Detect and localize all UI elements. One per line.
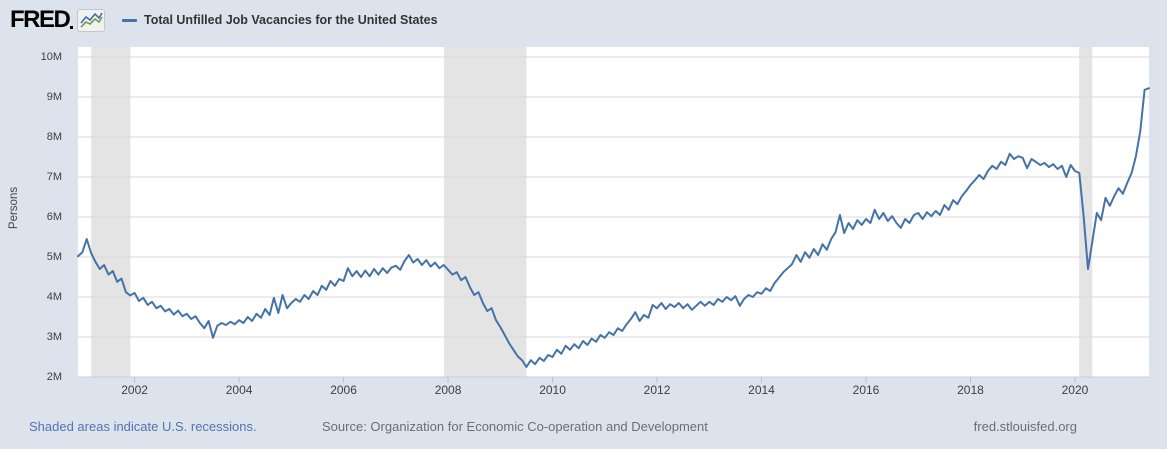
x-tick-label: 2004 bbox=[225, 383, 253, 397]
x-tick-label: 2012 bbox=[643, 383, 671, 397]
recession-band bbox=[1079, 47, 1093, 377]
legend-item[interactable]: Total Unfilled Job Vacancies for the Uni… bbox=[122, 13, 438, 27]
x-tick-label: 2010 bbox=[539, 383, 566, 397]
x-tick-label: 2014 bbox=[748, 383, 775, 397]
recession-note-link[interactable]: Shaded areas indicate U.S. recessions. bbox=[29, 419, 257, 434]
y-tick-label: 7M bbox=[46, 171, 62, 183]
chart-footer: Shaded areas indicate U.S. recessions. S… bbox=[0, 419, 1167, 439]
x-tick-label: 2020 bbox=[1061, 383, 1089, 397]
y-tick-label: 5M bbox=[46, 251, 62, 263]
y-tick-label: 10M bbox=[40, 51, 62, 63]
recession-band bbox=[443, 47, 527, 377]
x-axis-ticks bbox=[134, 377, 1076, 383]
site-text: fred.stlouisfed.org bbox=[973, 419, 1077, 434]
y-tick-label: 9M bbox=[46, 91, 62, 103]
fred-logo[interactable]: FRED bbox=[10, 6, 106, 34]
registered-mark-icon bbox=[70, 25, 74, 29]
data-line bbox=[77, 87, 1150, 368]
series-color-dash bbox=[122, 18, 137, 22]
source-text: Source: Organization for Economic Co-ope… bbox=[322, 419, 708, 434]
gridlines bbox=[78, 56, 1149, 338]
x-tick-label: 2016 bbox=[852, 383, 880, 397]
y-tick-label: 8M bbox=[46, 131, 62, 143]
chart-header: FRED Total Unfilled Job Vacancies for th… bbox=[0, 0, 1167, 45]
x-tick-label: 2002 bbox=[121, 383, 148, 397]
recession-band bbox=[91, 47, 131, 377]
y-tick-label: 2M bbox=[46, 371, 62, 383]
fred-logo-chart-icon bbox=[77, 8, 106, 32]
fred-logo-text: FRED bbox=[10, 6, 71, 33]
recession-bands bbox=[91, 47, 1093, 377]
y-tick-label: 4M bbox=[46, 291, 62, 303]
y-tick-label: 3M bbox=[46, 331, 62, 343]
x-tick-label: 2008 bbox=[434, 383, 462, 397]
y-tick-label: 6M bbox=[46, 211, 62, 223]
y-axis-title: Persons bbox=[8, 186, 20, 230]
series-label: Total Unfilled Job Vacancies for the Uni… bbox=[144, 13, 438, 27]
x-tick-label: 2018 bbox=[957, 383, 984, 397]
plot-background bbox=[78, 47, 1149, 377]
x-tick-label: 2006 bbox=[330, 383, 357, 397]
